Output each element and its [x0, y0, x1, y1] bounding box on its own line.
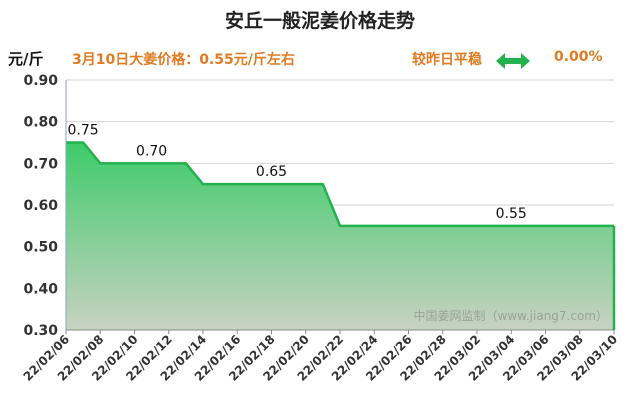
watermark: 中国姜网监制（www.jiang7.com） — [414, 308, 608, 323]
y-tick-label: 0.50 — [23, 240, 58, 256]
change-label: 较昨日平稳 — [412, 52, 482, 68]
y-tick-label: 0.80 — [23, 115, 58, 131]
x-tick-labels: 22/02/0622/02/0822/02/1022/02/1222/02/14… — [21, 332, 621, 384]
data-label: 0.55 — [496, 206, 527, 222]
y-tick-label: 0.70 — [23, 156, 58, 172]
unit-label: 元/斤 — [8, 50, 44, 68]
price-info-text: 3月10日大姜价格：0.55元/斤左右 — [72, 52, 295, 68]
area-series — [66, 141, 616, 330]
data-label: 0.70 — [136, 143, 167, 159]
y-tick-label: 0.60 — [23, 198, 58, 214]
axes — [65, 80, 615, 334]
chart-title: 安丘一般泥姜价格走势 — [224, 10, 415, 32]
y-tick-label: 0.30 — [23, 323, 58, 339]
data-label: 0.65 — [256, 164, 287, 180]
y-tick-label: 0.90 — [23, 73, 58, 89]
area-fill — [66, 142, 614, 330]
change-value: 0.00% — [554, 49, 603, 65]
y-tick-label: 0.40 — [23, 281, 58, 297]
data-label: 0.75 — [68, 123, 99, 139]
y-tick-labels: 0.30 0.40 0.50 0.60 0.70 0.80 0.90 — [23, 73, 58, 339]
data-labels: 0.75 0.70 0.65 0.55 — [68, 123, 527, 222]
double-arrow-icon — [496, 53, 530, 69]
series-line — [66, 141, 614, 228]
